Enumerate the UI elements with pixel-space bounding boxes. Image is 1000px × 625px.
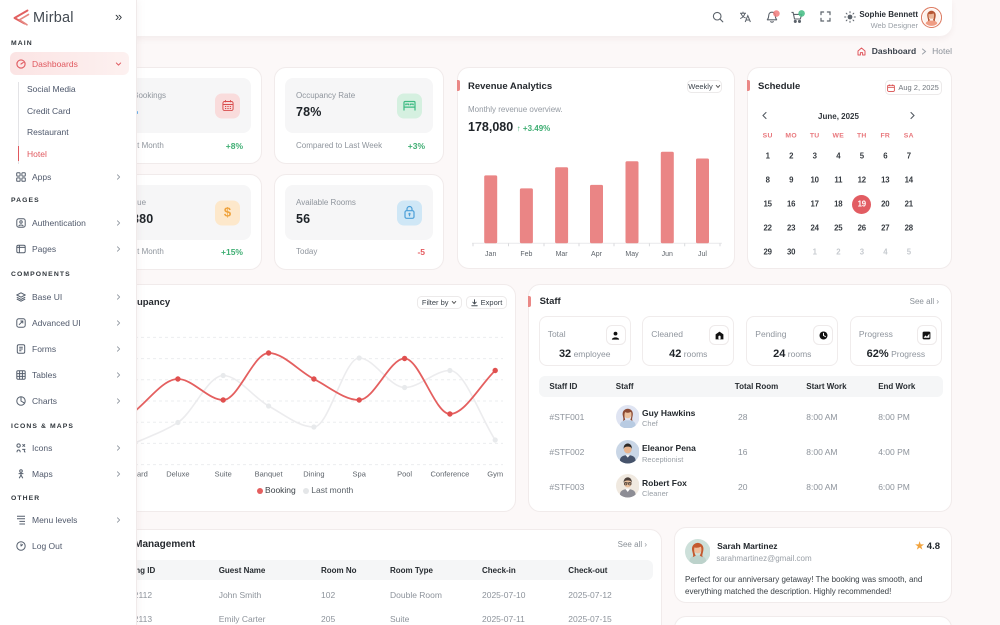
svg-text:Feb: Feb xyxy=(520,251,532,258)
svg-text:Jun: Jun xyxy=(662,251,673,258)
svg-text:Gym: Gym xyxy=(487,470,503,479)
svg-text:Jul: Jul xyxy=(698,251,707,258)
svg-text:Suite: Suite xyxy=(215,470,232,479)
svg-text:Conference: Conference xyxy=(431,470,470,479)
svg-text:Jan: Jan xyxy=(485,251,496,258)
svg-text:Dining: Dining xyxy=(303,470,324,479)
svg-text:Mar: Mar xyxy=(556,251,569,258)
svg-text:Pool: Pool xyxy=(397,470,412,479)
svg-text:Apr: Apr xyxy=(591,251,603,258)
svg-text:Spa: Spa xyxy=(353,470,367,479)
svg-text:May: May xyxy=(625,251,639,258)
svg-text:Banquet: Banquet xyxy=(255,470,284,479)
svg-text:Deluxe: Deluxe xyxy=(166,470,189,479)
